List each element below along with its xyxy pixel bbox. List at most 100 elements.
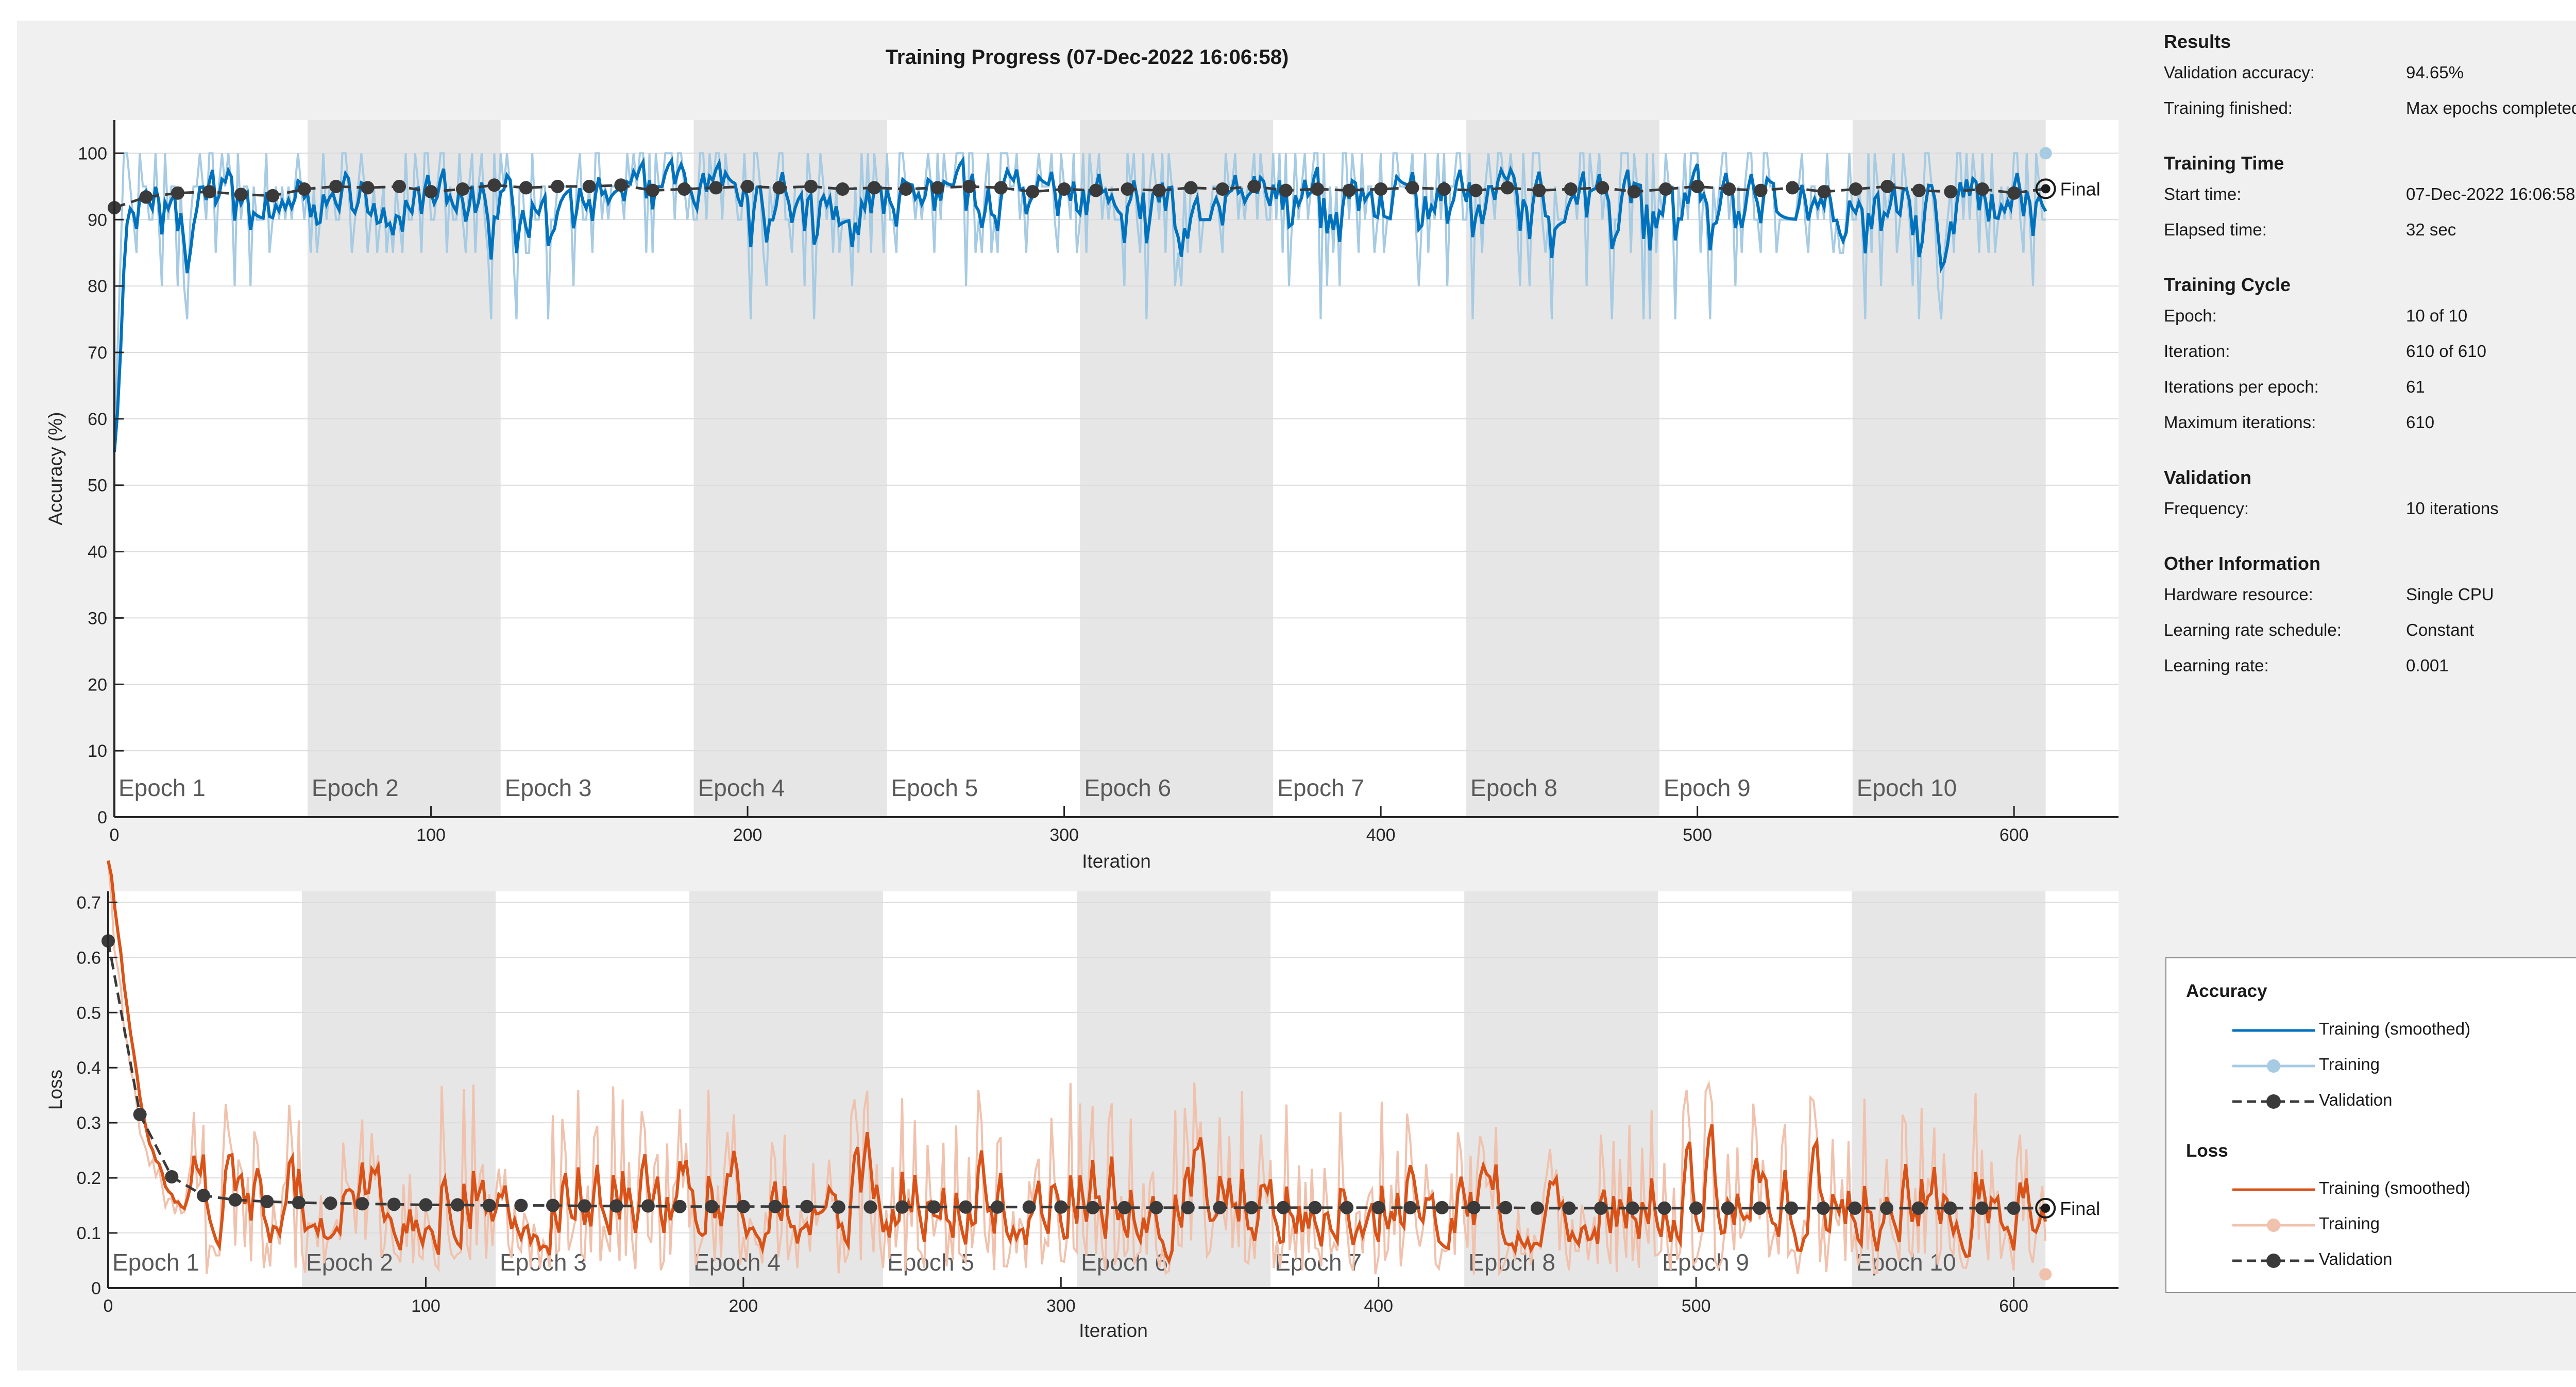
epoch-label: Epoch 4 [693, 1249, 781, 1276]
other-information-title: Other Information [2164, 553, 2320, 574]
validation-point [1026, 185, 1040, 199]
epoch-label: Epoch 3 [500, 1249, 587, 1276]
validation-point [1279, 183, 1293, 197]
validation-point [736, 1199, 750, 1213]
x-tick-label: 400 [1364, 1296, 1393, 1316]
validation-point [994, 181, 1008, 195]
x-axis-label: Iteration [1082, 851, 1151, 872]
validation-point [1816, 1201, 1830, 1215]
epoch-label: Epoch 8 [1470, 774, 1557, 801]
validation-point [228, 1193, 242, 1207]
validation-point [1022, 1200, 1036, 1214]
start-time-label: Start time: [2164, 184, 2242, 204]
epoch-label: Epoch 2 [306, 1249, 393, 1276]
validation-point [1785, 1201, 1799, 1215]
validation-point [1975, 182, 1989, 196]
epoch-label: Epoch 3 [505, 774, 592, 801]
validation-point [419, 1198, 433, 1212]
frequency-value: 10 iterations [2406, 499, 2499, 518]
validation-point [1057, 182, 1071, 196]
validation-point [1469, 183, 1483, 197]
validation-point [832, 1200, 845, 1214]
learning-rate-value: 0.001 [2406, 656, 2449, 675]
validation-accuracy-value: 94.65% [2406, 63, 2464, 82]
iterations-per-epoch-value: 61 [2406, 377, 2425, 396]
y-tick-label: 0.2 [77, 1169, 101, 1188]
validation-point [1117, 1200, 1131, 1214]
legend-loss-training-label: Training [2319, 1214, 2380, 1233]
legend-acc-validation-swatch [2232, 1094, 2315, 1109]
epoch-band [307, 120, 501, 817]
training-finished-label: Training finished: [2164, 98, 2293, 117]
validation-point [927, 1200, 941, 1214]
legend-loss-smoothed: Training (smoothed) [2166, 1174, 2576, 1205]
validation-point [804, 179, 818, 193]
validation-point [139, 190, 153, 204]
validation-point [1689, 1201, 1703, 1215]
legend-acc-validation-label: Validation [2319, 1090, 2393, 1109]
epoch-label: Epoch 1 [118, 774, 206, 801]
validation-point [705, 1199, 719, 1213]
start-time-value: 07-Dec-2022 16:06:58 [2406, 184, 2575, 204]
validation-point [1276, 1200, 1290, 1214]
x-tick-label: 0 [104, 1296, 113, 1316]
y-tick-label: 0.6 [77, 948, 101, 968]
y-tick-label: 70 [88, 343, 107, 363]
validation-accuracy-label: Validation accuracy: [2164, 63, 2315, 82]
hardware-resource-label: Hardware resource: [2164, 585, 2313, 604]
legend-loss-validation-label: Validation [2319, 1249, 2393, 1268]
epoch-label: Epoch 7 [1277, 774, 1364, 801]
validation-point [1880, 179, 1894, 193]
y-tick-label: 10 [88, 741, 107, 761]
y-axis-label: Accuracy (%) [45, 412, 66, 526]
validation-point [1817, 185, 1831, 199]
training-smoothed-line [107, 860, 2047, 1265]
iterations-per-epoch-label: Iterations per epoch: [2164, 377, 2319, 396]
validation-point [1596, 181, 1609, 195]
elapsed-time-label: Elapsed time: [2164, 220, 2267, 239]
chart-title: Training Progress (07-Dec-2022 16:06:58) [886, 46, 1289, 69]
epoch-label: Epoch 5 [891, 774, 978, 801]
validation-point [424, 185, 438, 199]
validation-point [292, 1196, 306, 1210]
validation-point [673, 1199, 687, 1213]
x-tick-label: 100 [411, 1296, 440, 1316]
validation-point [266, 189, 280, 202]
legend-loss-training-swatch [2232, 1219, 2315, 1232]
x-tick-label: 100 [416, 825, 446, 845]
training-finished-value: Max epochs completed [2406, 98, 2576, 117]
validation-point [582, 179, 596, 193]
legend-loss-validation: Validation [2166, 1245, 2576, 1276]
legend-acc-smoothed-swatch [2232, 1029, 2315, 1032]
y-tick-label: 80 [88, 277, 107, 296]
y-tick-label: 60 [88, 410, 107, 429]
x-tick-label: 500 [1682, 1296, 1711, 1316]
validation-point [836, 182, 850, 196]
validation-point [1374, 182, 1388, 196]
validation-point [482, 1198, 496, 1212]
info-panel: Results Validation accuracy: 94.65% Train… [2164, 31, 2576, 710]
validation-point [899, 182, 913, 196]
y-tick-label: 0.7 [77, 893, 101, 912]
frequency-label: Frequency: [2164, 499, 2249, 518]
training-time-section: Training Time Start time: 07-Dec-2022 16:… [2164, 153, 2576, 256]
epoch-band [1466, 120, 1659, 817]
final-label: Final [2060, 178, 2100, 199]
validation-point [867, 181, 881, 195]
validation-point [1786, 181, 1800, 195]
validation-point [487, 178, 501, 192]
validation-point [361, 181, 375, 195]
validation-point [1435, 1200, 1449, 1214]
validation-title: Validation [2164, 467, 2252, 488]
epoch-label: Epoch 8 [1468, 1249, 1555, 1276]
x-tick-label: 200 [728, 1296, 758, 1316]
validation-point [1753, 1201, 1767, 1215]
maximum-iterations-value: 610 [2406, 413, 2435, 432]
training-time-title: Training Time [2164, 153, 2284, 174]
validation-point [709, 181, 723, 195]
x-tick-label: 600 [1999, 825, 2029, 845]
validation-point [329, 179, 343, 193]
learning-rate-schedule-label: Learning rate schedule: [2164, 620, 2342, 639]
y-tick-label: 30 [88, 608, 107, 628]
maximum-iterations-label: Maximum iterations: [2164, 413, 2316, 432]
